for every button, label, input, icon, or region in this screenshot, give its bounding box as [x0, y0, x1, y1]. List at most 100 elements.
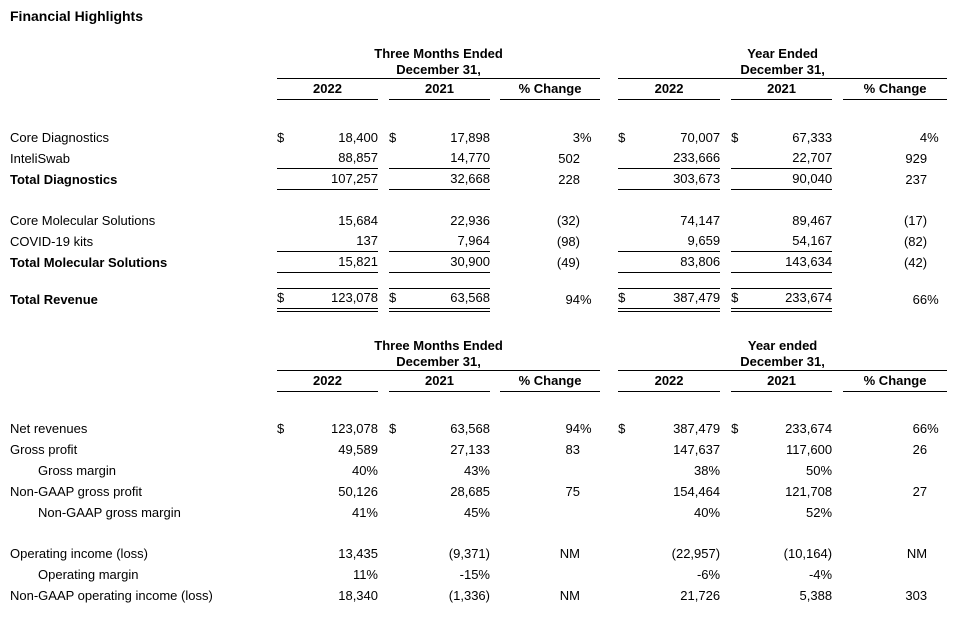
cell-value-3m-2022: 18,400: [338, 129, 378, 145]
header-spacer: [10, 100, 963, 127]
cell-currency-symbol: [389, 439, 413, 460]
cell-pct-sign: [927, 502, 947, 523]
cell-value-yr-2022: (22,957): [671, 546, 721, 561]
cell-currency-symbol: [618, 230, 643, 252]
row-label: Gross margin: [38, 463, 117, 478]
group-header-date: December 31,: [618, 353, 948, 371]
cell-pct-change-3m: NM: [559, 546, 580, 561]
cell-currency-symbol: [731, 251, 756, 273]
financial-highlights-page: Financial Highlights Three Months Ended …: [10, 8, 963, 606]
cell-pct-change-yr: 4: [919, 129, 928, 145]
cell-currency-symbol: [389, 460, 413, 481]
cell-value-3m-2021: 27,133: [450, 442, 490, 457]
row-label: Gross profit: [10, 442, 78, 457]
spacer-row: [10, 523, 963, 543]
cell-pct-sign: [580, 148, 600, 169]
cell-value-yr-2021: 89,467: [792, 212, 833, 228]
spacer-row: [10, 190, 963, 210]
row-label: Non-GAAP gross margin: [38, 505, 181, 520]
cell-currency-symbol: [389, 502, 413, 523]
spacer-row: [10, 273, 963, 289]
cell-value-3m-2021: 14,770: [413, 147, 490, 169]
table-row: InteliSwab 88,857 14,770 502 233,666 22,…: [10, 147, 963, 169]
group-header-row-2: December 31, December 31,: [10, 62, 963, 79]
cell-pct-change-3m: [500, 502, 580, 523]
cell-value-3m-2021: (1,336): [448, 588, 490, 603]
cell-value-3m-2022: 18,340: [338, 588, 378, 603]
cell-pct-change-yr: NM: [906, 546, 928, 561]
cell-currency-symbol: [389, 543, 413, 564]
cell-currency-symbol: $: [389, 129, 397, 145]
column-header-2021: 2021: [731, 370, 833, 392]
cell-pct-sign: [927, 231, 947, 252]
row-label: Core Diagnostics: [10, 129, 109, 145]
cell-pct-change-3m: 83: [565, 442, 580, 457]
revenue-by-segment-table: Three Months Ended Year Ended December 3…: [10, 41, 963, 312]
cell-value-3m-2021: 63,568: [413, 288, 490, 312]
cell-pct-sign: [580, 564, 600, 585]
group-header-year-ended: Year Ended: [747, 46, 818, 61]
group-header-row-2: December 31, December 31,: [10, 353, 963, 371]
cell-currency-symbol: [277, 481, 301, 502]
cell-currency-symbol: [731, 564, 755, 585]
cell-currency-symbol: [277, 147, 301, 169]
cell-currency-symbol: [389, 564, 413, 585]
cell-currency-symbol: [277, 230, 301, 252]
cell-value-3m-2021: 30,900: [413, 251, 490, 273]
cell-currency-symbol: [731, 147, 756, 169]
cell-currency-symbol: [731, 230, 756, 252]
cell-pct-change-3m: 502: [558, 150, 580, 166]
cell-currency-symbol: [731, 460, 755, 481]
cell-currency-symbol: $: [731, 421, 739, 436]
row-label: Total Revenue: [10, 291, 98, 307]
cell-currency-symbol: [389, 251, 413, 273]
cell-value-yr-2021: 117,600: [786, 442, 833, 457]
cell-value-yr-2021: 143,634: [755, 251, 833, 273]
cell-currency-symbol: [277, 543, 301, 564]
cell-currency-symbol: [731, 502, 755, 523]
cell-pct-sign: %: [927, 421, 939, 436]
cell-currency-symbol: [277, 210, 301, 231]
cell-value-3m-2022: 15,684: [338, 212, 378, 228]
cell-pct-sign: [580, 543, 600, 564]
cell-pct-sign: [580, 252, 600, 273]
cell-value-3m-2021: 7,964: [413, 230, 490, 252]
table-row: Total Revenue $ 123,078 $ 63,568 94 % $ …: [10, 288, 963, 312]
cell-pct-sign: %: [580, 421, 592, 436]
cell-pct-change-3m: NM: [559, 588, 580, 603]
cell-pct-change-3m: (49): [556, 254, 580, 270]
cell-value-3m-2022: 123,078: [301, 288, 378, 312]
cell-pct-sign: [927, 169, 947, 190]
cell-currency-symbol: [731, 168, 756, 190]
column-header-2021: 2021: [389, 370, 490, 392]
cell-pct-change-3m: 94: [565, 421, 580, 436]
cell-pct-change-3m: 75: [565, 484, 580, 499]
cell-value-yr-2021: 121,708: [785, 484, 833, 499]
cell-value-3m-2022: 123,078: [331, 421, 378, 436]
cell-currency-symbol: [618, 564, 642, 585]
cell-currency-symbol: $: [618, 288, 643, 312]
cell-currency-symbol: [389, 147, 413, 169]
column-header-2022: 2022: [618, 78, 721, 100]
cell-pct-sign: [580, 585, 600, 606]
column-header-pct-change: % Change: [500, 78, 601, 100]
cell-currency-symbol: [731, 481, 755, 502]
cell-value-yr-2022: 38%: [694, 463, 721, 478]
cell-pct-change-yr: 66: [912, 291, 928, 307]
cell-value-yr-2021: -4%: [808, 567, 833, 582]
cell-currency-symbol: [618, 481, 642, 502]
column-header-row: 2022 2021 % Change 2022 2021 % Change: [10, 370, 963, 392]
cell-pct-change-yr: 303: [905, 588, 928, 603]
cell-pct-change-3m: [500, 564, 580, 585]
cell-pct-sign: [580, 231, 600, 252]
cell-pct-change-3m: 228: [558, 171, 580, 187]
header-spacer: [10, 391, 963, 418]
cell-value-yr-2022: 154,464: [673, 484, 721, 499]
cell-pct-sign: [927, 585, 947, 606]
cell-value-3m-2022: 88,857: [301, 147, 378, 169]
cell-value-yr-2021: 52%: [806, 505, 833, 520]
cell-currency-symbol: $: [731, 129, 739, 145]
cell-value-3m-2022: 11%: [352, 567, 378, 582]
cell-pct-change-yr: [843, 460, 927, 481]
group-header-date: December 31,: [277, 353, 601, 371]
